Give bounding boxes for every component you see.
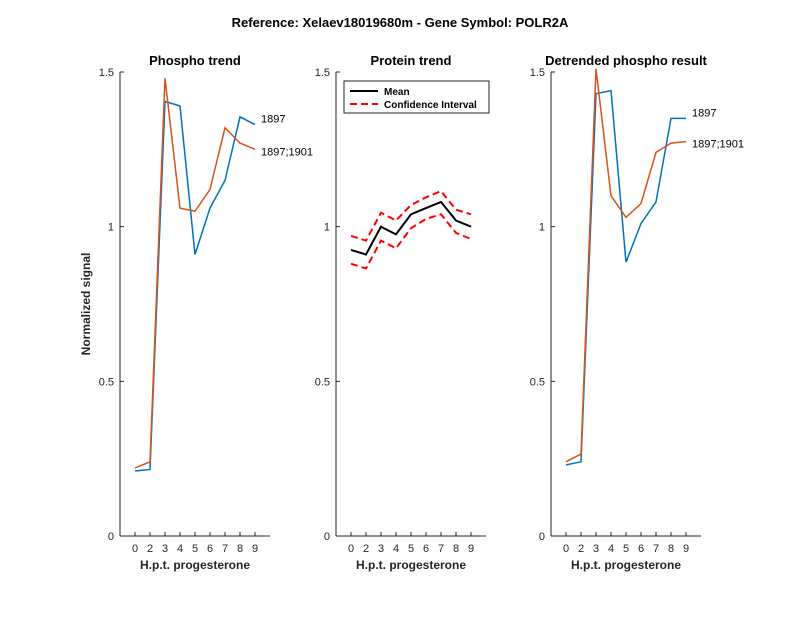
y-tick-label: 1: [324, 222, 330, 234]
x-tick-label: 7: [438, 543, 444, 555]
x-axis-label: H.p.t. progesterone: [140, 558, 250, 572]
panel-title: Protein trend: [371, 53, 452, 68]
x-tick-label: 4: [608, 543, 614, 555]
series-line-1897: [134, 100, 256, 472]
x-tick-label: 9: [252, 543, 258, 555]
y-tick-label: 1: [539, 222, 545, 234]
series-end-label: 1897: [692, 107, 716, 119]
x-tick-label: 2: [363, 543, 369, 555]
figure-title: Reference: Xelaev18019680m - Gene Symbol…: [232, 15, 569, 30]
series-line-confidence-interval: [350, 213, 472, 270]
x-tick-label: 0: [563, 543, 569, 555]
x-tick-label: 8: [237, 543, 243, 555]
x-tick-label: 6: [423, 543, 429, 555]
y-tick-label: 0.5: [315, 376, 330, 388]
x-tick-label: 6: [638, 543, 644, 555]
x-tick-label: 8: [453, 543, 459, 555]
y-tick-label: 1: [108, 222, 114, 234]
x-tick-label: 8: [668, 543, 674, 555]
x-tick-label: 4: [393, 543, 399, 555]
series-line-confidence-interval: [350, 189, 472, 242]
y-tick-label: 0.5: [99, 376, 114, 388]
x-tick-label: 3: [162, 543, 168, 555]
legend-entry: Mean: [384, 87, 410, 98]
y-tick-label: 0: [539, 531, 545, 543]
series-end-label: 1897;1901: [261, 146, 313, 158]
x-tick-label: 7: [222, 543, 228, 555]
series-line-1897-1901: [565, 68, 687, 463]
x-tick-label: 0: [132, 543, 138, 555]
x-axis-label: H.p.t. progesterone: [356, 558, 466, 572]
y-tick-label: 0: [108, 531, 114, 543]
x-tick-label: 4: [177, 543, 183, 555]
x-tick-label: 5: [408, 543, 414, 555]
series-end-label: 1897;1901: [692, 139, 744, 151]
legend-box: [343, 80, 490, 114]
x-tick-label: 2: [578, 543, 584, 555]
series-line-mean: [350, 200, 472, 256]
x-tick-label: 3: [593, 543, 599, 555]
legend-entry: Confidence Interval: [384, 100, 477, 111]
y-tick-label: 0: [324, 531, 330, 543]
panel-title: Detrended phospho result: [545, 53, 707, 68]
x-tick-label: 3: [378, 543, 384, 555]
y-axis-label: Normalized signal: [79, 253, 93, 356]
y-tick-label: 1.5: [530, 67, 545, 79]
series-line-1897-1901: [134, 78, 256, 469]
panel-title: Phospho trend: [149, 53, 241, 68]
y-tick-label: 1.5: [315, 67, 330, 79]
x-tick-label: 5: [192, 543, 198, 555]
series-end-label: 1897: [261, 114, 285, 126]
x-axis-label: H.p.t. progesterone: [571, 558, 681, 572]
x-tick-label: 6: [207, 543, 213, 555]
y-tick-label: 1.5: [99, 67, 114, 79]
x-tick-label: 5: [623, 543, 629, 555]
x-tick-label: 9: [683, 543, 689, 555]
x-tick-label: 0: [348, 543, 354, 555]
x-tick-label: 7: [653, 543, 659, 555]
y-tick-label: 0.5: [530, 376, 545, 388]
x-tick-label: 2: [147, 543, 153, 555]
x-tick-label: 9: [468, 543, 474, 555]
series-line-1897: [565, 89, 686, 466]
